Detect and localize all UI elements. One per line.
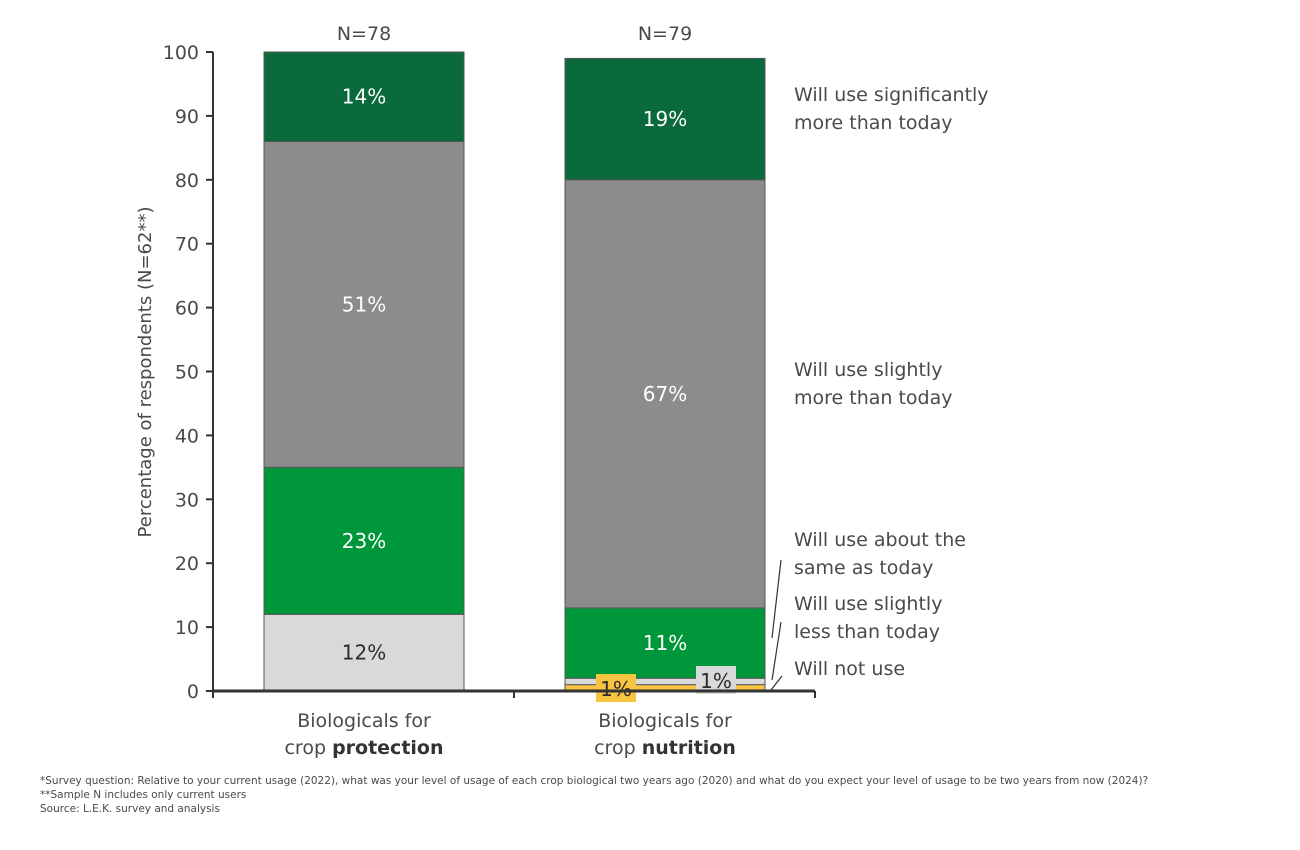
- data-label: 19%: [643, 107, 687, 131]
- y-tick-label: 40: [175, 425, 199, 447]
- y-tick-label: 30: [175, 489, 199, 511]
- legend-label: Will use significantly: [794, 84, 989, 106]
- footnote-survey-question: *Survey question: Relative to your curre…: [40, 775, 1149, 787]
- legend-label: more than today: [794, 387, 953, 409]
- stacked-bar-chart: Percentage of respondents (N=62**) 0 10 20 3…: [135, 23, 989, 759]
- legend-label: Will use slightly: [794, 359, 942, 381]
- legend-label: Will not use: [794, 658, 905, 680]
- y-axis-title: Percentage of respondents (N=62**): [135, 207, 156, 538]
- x-category-label: Biologicals for: [598, 710, 732, 732]
- data-label: 1%: [600, 677, 632, 701]
- legend-label: more than today: [794, 112, 953, 134]
- y-tick-label: 50: [175, 362, 199, 384]
- sample-size-label: N=79: [638, 23, 692, 45]
- y-tick-label: 80: [175, 170, 199, 192]
- x-category-label: crop nutrition: [594, 737, 736, 759]
- leader-line: [771, 559, 782, 639]
- data-label: 14%: [342, 85, 386, 109]
- leader-line: [770, 675, 783, 691]
- y-tick-label: 0: [187, 681, 199, 703]
- data-label: 1%: [700, 669, 732, 693]
- data-label: 23%: [342, 529, 386, 553]
- bar-segment: [263, 51, 465, 142]
- y-tick-label: 90: [175, 106, 199, 128]
- bar-segment: [564, 57, 766, 181]
- x-category-label: Biologicals for: [297, 710, 431, 732]
- y-tick-label: 10: [175, 617, 199, 639]
- x-category-label: crop protection: [284, 737, 443, 759]
- legend-label: same as today: [794, 557, 933, 579]
- footnote-sample: **Sample N includes only current users: [40, 789, 247, 801]
- data-label: 51%: [342, 292, 386, 316]
- sample-size-label: N=78: [337, 23, 391, 45]
- footnote-source: Source: L.E.K. survey and analysis: [40, 803, 220, 815]
- data-label: 67%: [643, 382, 687, 406]
- bar-segment: [263, 613, 465, 692]
- legend-label: Will use slightly: [794, 593, 942, 615]
- leader-line: [771, 621, 782, 681]
- y-tick-label: 70: [175, 234, 199, 256]
- y-tick-label: 60: [175, 298, 199, 320]
- bar-segment: [263, 466, 465, 615]
- data-label-box: [596, 674, 636, 702]
- legend-label: less than today: [794, 621, 940, 643]
- data-label: 11%: [643, 631, 687, 655]
- data-label-box: [696, 666, 736, 694]
- bar-segment: [564, 179, 766, 609]
- data-label: 12%: [342, 641, 386, 665]
- legend-label: Will use about the: [794, 529, 966, 551]
- bar-segment: [263, 140, 465, 468]
- footnotes: *Survey question: Relative to your curre…: [40, 774, 1148, 816]
- y-tick-label: 20: [175, 553, 199, 575]
- y-tick-label: 100: [163, 42, 199, 64]
